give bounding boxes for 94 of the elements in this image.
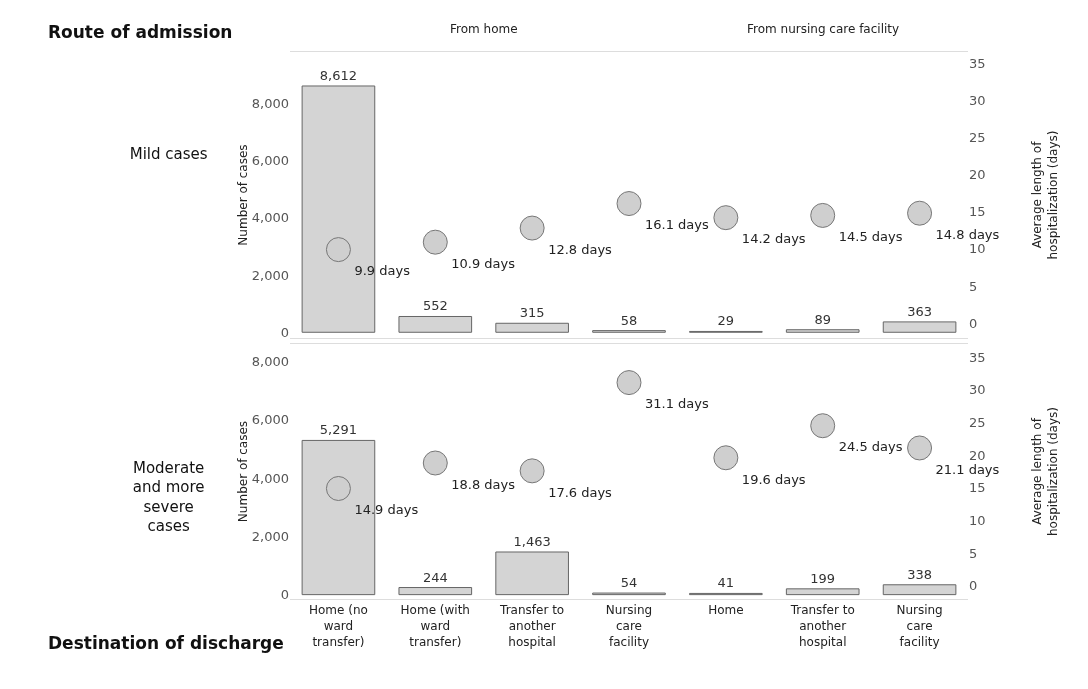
data-label: 199 [810,570,836,586]
x-tick-label: Transfer to another hospital [499,603,565,649]
y2-axis-title: Average length of hospitalization (days) [1030,406,1061,537]
y2-tick-label: 0 [969,315,978,331]
point [519,458,545,484]
data-label: 18.8 days [451,476,516,492]
data-label: 14.8 days [935,226,1000,242]
text: Mild cases [129,145,208,164]
x-tick-label: Home (no ward transfer) [308,603,368,649]
point [616,191,642,217]
y-tick-label: 4,000 [251,210,289,226]
data-label: 21.1 days [935,461,1000,477]
bar [495,551,569,596]
y-tick-label: 0 [280,324,289,340]
y-tick-label: 4,000 [251,470,289,486]
y2-tick-label: 15 [969,480,986,496]
text: Route of admission [48,22,233,42]
point [422,450,448,476]
bar [398,315,473,333]
text: From nursing care facility [747,22,900,36]
x-tick-label: Home [708,603,744,618]
data-label: 14.5 days [838,229,903,245]
y2-tick-label: 10 [969,241,986,257]
bar [495,322,569,333]
data-label: 89 [814,311,831,327]
bar [882,584,957,596]
data-label: 31.1 days [645,396,709,412]
y2-tick-label: 35 [969,55,986,71]
bar [301,85,376,333]
y-tick-label: 6,000 [251,412,289,428]
point [713,205,739,231]
bar [785,329,860,333]
x-tick-label: Nursing care facility [896,603,943,649]
y-tick-label: 8,000 [251,354,289,370]
data-label: 552 [422,298,448,314]
data-label: 338 [907,566,932,582]
text: Moderate and more severe cases [132,458,205,536]
y2-tick-label: 20 [969,167,986,183]
point [713,445,739,471]
data-label: 29 [717,313,735,329]
text: Destination of discharge [48,633,284,653]
bar [882,321,957,333]
y2-axis-title: Average length of hospitalization (days) [1030,130,1061,260]
y2-tick-label: 20 [969,447,986,463]
y2-tick-label: 10 [969,513,986,529]
text: From home [450,22,518,36]
y-axis-title: Number of cases [235,420,250,523]
y-tick-label: 2,000 [251,528,289,544]
point [325,237,351,263]
data-label: 24.5 days [838,439,903,455]
point [616,370,642,396]
y2-tick-label: 30 [969,92,986,108]
data-label: 315 [519,305,545,321]
y-tick-label: 6,000 [251,153,289,169]
y-axis-title: Number of cases [235,144,250,246]
data-label: 54 [620,575,638,591]
point [325,476,351,501]
y-tick-label: 2,000 [251,267,289,283]
point [907,200,933,226]
y2-tick-label: 5 [969,278,978,294]
y2-tick-label: 35 [969,349,986,365]
data-label: 19.6 days [741,471,806,487]
point [810,202,836,228]
y2-tick-label: 0 [969,578,978,594]
data-label: 58 [620,312,638,328]
bar [398,587,473,596]
data-label: 8,612 [319,67,358,83]
y2-tick-label: 30 [969,382,986,398]
x-tick-label: Transfer to another hospital [789,603,855,649]
data-label: 17.6 days [548,484,613,500]
data-label: 14.2 days [741,231,806,247]
y2-tick-label: 15 [969,204,986,220]
y2-tick-label: 25 [969,129,986,145]
data-label: 1,463 [513,533,551,549]
x-tick-label: Home (with ward transfer) [400,603,470,649]
data-label: 5,291 [319,422,358,438]
data-label: 10.9 days [451,255,516,271]
y2-tick-label: 25 [969,415,986,431]
y-tick-label: 8,000 [251,96,289,112]
point [907,435,933,461]
data-label: 363 [907,303,932,319]
y-tick-label: 0 [280,587,289,603]
data-label: 16.1 days [645,217,709,233]
point [810,413,836,439]
data-label: 12.8 days [548,241,613,257]
data-label: 244 [422,569,448,585]
y2-tick-label: 5 [969,545,978,561]
data-label: 14.9 days [354,502,419,518]
point [519,215,545,241]
data-label: 41 [717,575,735,591]
bar [785,588,860,596]
x-tick-label: Nursing care facility [605,603,653,649]
data-label: 9.9 days [354,263,411,279]
point [422,229,448,255]
